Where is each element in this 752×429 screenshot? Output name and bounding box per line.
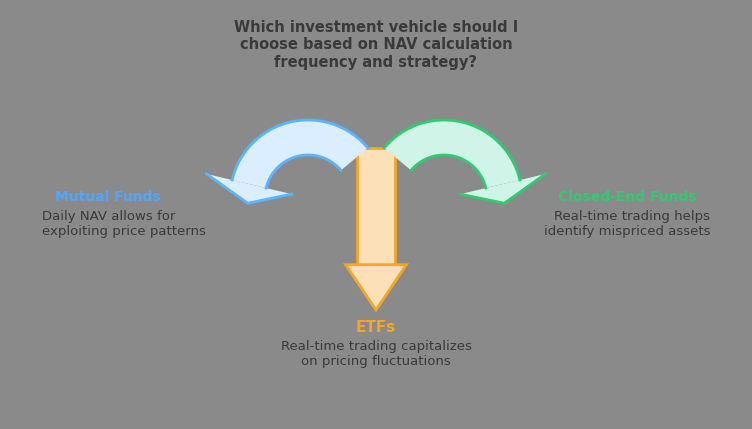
Polygon shape [232, 120, 368, 188]
Text: ETFs: ETFs [356, 320, 396, 335]
Polygon shape [207, 174, 292, 203]
Polygon shape [460, 174, 545, 203]
Polygon shape [384, 120, 520, 188]
Text: Daily NAV allows for
exploiting price patterns: Daily NAV allows for exploiting price pa… [42, 210, 206, 238]
Text: Real-time trading capitalizes
on pricing fluctuations: Real-time trading capitalizes on pricing… [280, 340, 472, 368]
Polygon shape [346, 265, 406, 310]
Text: Closed-End Funds: Closed-End Funds [559, 190, 697, 204]
Text: Mutual Funds: Mutual Funds [55, 190, 161, 204]
Text: Which investment vehicle should I
choose based on NAV calculation
frequency and : Which investment vehicle should I choose… [234, 20, 518, 70]
Polygon shape [357, 148, 395, 265]
Text: Real-time trading helps
identify mispriced assets: Real-time trading helps identify mispric… [544, 210, 710, 238]
